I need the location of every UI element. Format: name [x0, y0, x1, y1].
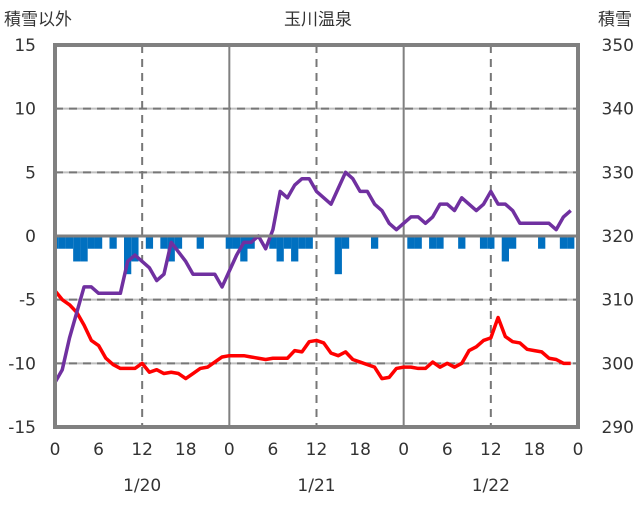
plot-frame	[53, 43, 580, 429]
x-tick: 6	[442, 440, 453, 460]
y-right-tick: 340	[602, 100, 634, 120]
precip-bar	[145, 236, 154, 249]
y-right-tick: 290	[602, 418, 634, 438]
tick-labels: 15 10 5 0 -5 -10 -15 350 340 330 320 310 300 290 0 6 12 1…	[8, 36, 634, 496]
chart-title: 玉川温泉	[284, 10, 352, 30]
y-left-tick: -15	[8, 418, 36, 438]
precip-bar	[508, 236, 517, 249]
precip-bar	[305, 236, 313, 249]
precip-bar	[291, 236, 299, 262]
precip-bar	[538, 236, 546, 249]
x-tick: 0	[224, 440, 235, 460]
right-axis-label: 積雪	[598, 10, 632, 30]
series-lines	[53, 170, 572, 384]
precip-bar	[58, 236, 66, 249]
y-left-tick: 5	[25, 163, 36, 183]
precip-bar	[487, 236, 495, 249]
x-tick: 6	[268, 440, 279, 460]
x-tick: 18	[524, 440, 546, 460]
precip-bar	[109, 236, 117, 249]
y-right-tick: 310	[602, 291, 634, 311]
precip-bar	[436, 236, 444, 249]
precip-bar	[80, 236, 88, 262]
x-tick: 12	[480, 440, 502, 460]
y-right-tick: 320	[602, 227, 634, 247]
precip-bar	[559, 236, 568, 249]
precip-bar	[240, 236, 248, 262]
precip-bar	[174, 236, 183, 249]
precip-bar	[232, 236, 241, 249]
precip-bar	[124, 236, 132, 275]
precip-bar	[334, 236, 342, 275]
precip-bar	[73, 236, 81, 262]
precip-bar	[414, 236, 422, 249]
precip-bar	[276, 236, 284, 262]
temperature-line	[53, 289, 571, 381]
precip-bar	[160, 236, 168, 249]
precip-bar	[567, 236, 575, 249]
y-right-tick: 330	[602, 163, 634, 183]
precip-bar	[65, 236, 74, 249]
left-axis-label: 積雪以外	[4, 10, 72, 30]
precip-bar	[429, 236, 437, 249]
precip-bar	[196, 236, 204, 249]
y-left-tick: 0	[25, 227, 36, 247]
y-right-tick: 300	[602, 354, 634, 374]
x-tick: 6	[93, 440, 104, 460]
x-tick: 0	[398, 440, 409, 460]
precip-bar	[87, 236, 95, 249]
y-left-tick: 10	[14, 100, 36, 120]
x-tick: 18	[349, 440, 371, 460]
y-right-tick: 350	[602, 36, 634, 56]
date-label: 1/21	[297, 476, 335, 496]
precip-bar	[370, 236, 379, 249]
precip-bar	[283, 236, 292, 249]
x-tick: 12	[306, 440, 328, 460]
precip-bar	[479, 236, 488, 249]
snow-depth-line	[53, 170, 572, 384]
precip-bar	[298, 236, 306, 249]
x-tick: 12	[131, 440, 153, 460]
date-label: 1/22	[472, 476, 510, 496]
x-tick: 18	[175, 440, 197, 460]
precip-bar	[458, 236, 466, 249]
plot-border	[53, 43, 580, 429]
y-left-tick: -10	[8, 354, 36, 374]
precip-bar	[341, 236, 350, 249]
date-label: 1/20	[123, 476, 161, 496]
precip-bar	[131, 236, 139, 262]
y-left-tick: 15	[14, 36, 36, 56]
precip-bar	[94, 236, 103, 249]
precip-bar	[407, 236, 415, 249]
y-left-tick: -5	[19, 291, 36, 311]
x-tick: 0	[50, 440, 61, 460]
precip-bar	[269, 236, 277, 249]
precip-bar	[501, 236, 509, 262]
x-tick: 0	[573, 440, 584, 460]
precip-bar	[225, 236, 233, 249]
